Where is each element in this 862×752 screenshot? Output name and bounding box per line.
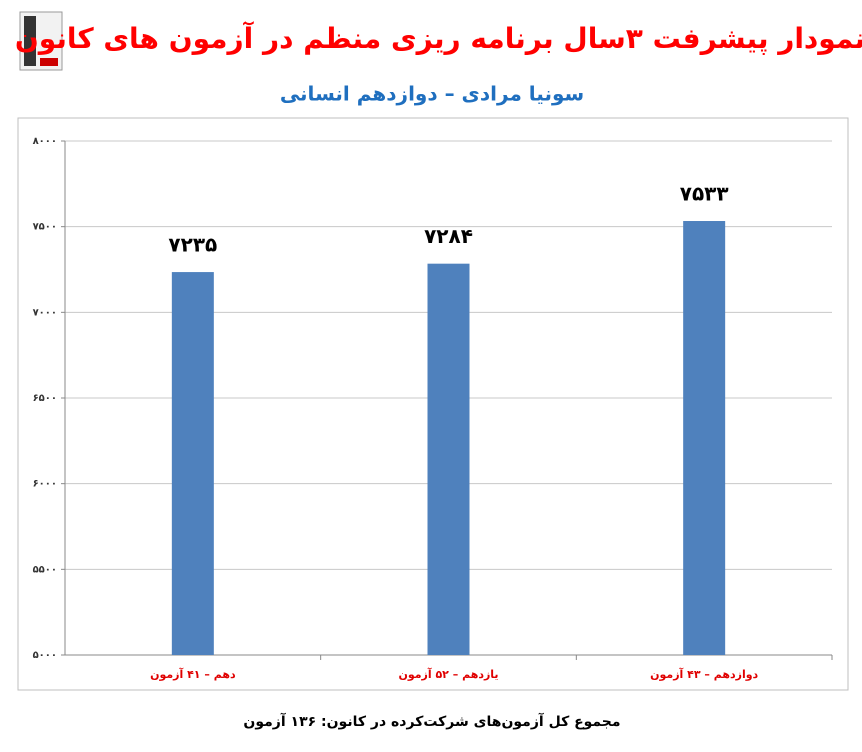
y-tick-label: ۷۵۰۰: [33, 222, 57, 233]
y-tick-label: ۶۵۰۰: [33, 393, 57, 404]
x-tick-label: دهم – ۴۱ آزمون: [150, 667, 236, 681]
data-label: ۷۲۸۴: [424, 224, 473, 248]
x-tick-label: یازدهم – ۵۲ آزمون: [398, 667, 498, 681]
y-tick-label: ۷۰۰۰: [33, 307, 57, 318]
y-tick-label: ۶۰۰۰: [33, 479, 57, 490]
y-tick-label: ۸۰۰۰: [33, 136, 57, 147]
chart-frame: [17, 117, 849, 691]
chart-subtitle: سونیا مرادی – دوازدهم انسانی: [280, 82, 584, 106]
bar: [683, 221, 726, 655]
data-label: ۷۵۳۳: [680, 182, 729, 206]
y-tick-label: ۵۰۰۰: [33, 650, 57, 661]
footnote: مجموع کل آزمون‌های شرکت‌کرده در کانون: ۱…: [243, 712, 620, 730]
chart-title: نمودار پیشرفت ۳سال برنامه ریزی منظم در آ…: [15, 21, 862, 55]
y-tick-label: ۵۵۰۰: [33, 564, 57, 575]
bar: [427, 263, 470, 655]
bar: [171, 272, 214, 655]
data-label: ۷۲۳۵: [168, 233, 217, 257]
logo: [19, 11, 63, 71]
x-tick-label: دوازدهم – ۴۳ آزمون: [650, 667, 758, 681]
